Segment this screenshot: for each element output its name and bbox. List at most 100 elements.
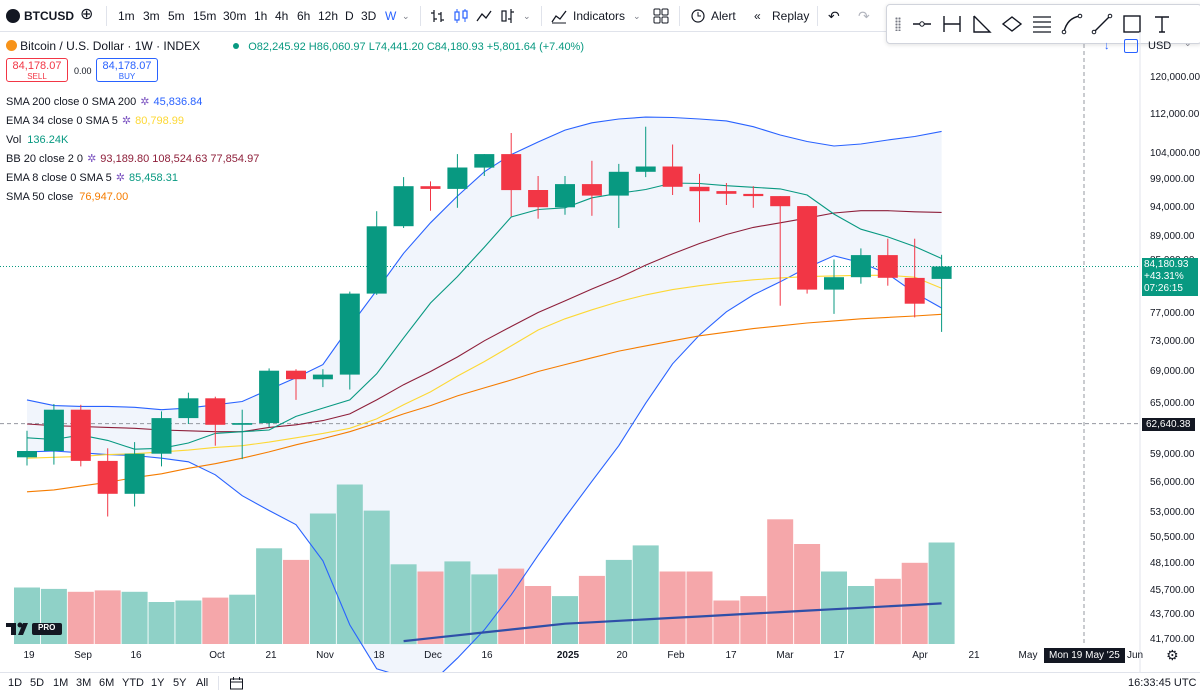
curve-tool-icon[interactable] (1061, 13, 1083, 35)
chart-settings-gear-icon[interactable]: ⚙ (1166, 647, 1179, 663)
replay-icon[interactable]: « (754, 9, 761, 23)
candle-body (662, 166, 683, 187)
indicator-value: 93,189.80 108,524.63 77,854.97 (100, 153, 260, 165)
indicator-legend-row[interactable]: EMA 8 close 0 SMA 5 ✲ 85,458.31 (6, 170, 178, 186)
add-symbol-icon[interactable]: ⊕ (80, 6, 94, 23)
drag-handle-icon[interactable] (895, 17, 901, 31)
time-tick-label: Dec (424, 650, 442, 661)
price-tick-label: 94,000.00 (1150, 202, 1195, 213)
bar-chart-icon[interactable] (430, 8, 446, 28)
interval-1h[interactable]: 1h (254, 9, 268, 23)
interval-1m[interactable]: 1m (118, 9, 135, 23)
indicators-icon[interactable] (551, 8, 567, 28)
indicator-source-icon[interactable]: ✲ (115, 172, 125, 184)
interval-12h[interactable]: 12h (318, 9, 339, 23)
candle-body (43, 409, 64, 451)
indicator-source-icon[interactable]: ✲ (87, 153, 97, 165)
volume-bar (229, 594, 256, 644)
interval-4h[interactable]: 4h (275, 9, 289, 23)
auto-scale-icon[interactable] (1124, 39, 1138, 53)
interval-d[interactable]: D (345, 9, 354, 23)
candle-body (904, 277, 925, 304)
bottom-toolbar: 1D 5D 1M 3M 6M YTD 1Y 5Y All 16:33:45 UT… (0, 672, 1200, 694)
time-tick-label: 19 (23, 650, 35, 661)
interval-3m[interactable]: 3m (143, 9, 160, 23)
candle-body (689, 186, 710, 192)
indicator-legend-row[interactable]: BB 20 close 2 0 ✲ 93,189.80 108,524.63 77,… (6, 151, 259, 167)
price-tick-label: 69,000.00 (1150, 366, 1195, 377)
price-tick-label: 89,000.00 (1150, 231, 1195, 242)
redo-icon[interactable]: ↷ (858, 8, 870, 24)
line-chart-icon[interactable] (476, 8, 492, 28)
angle-tool-icon[interactable] (971, 13, 993, 35)
horizontal-ray-icon[interactable] (911, 13, 933, 35)
indicator-value: 45,836.84 (153, 96, 203, 108)
fib-retracement-icon[interactable] (1031, 13, 1053, 35)
volume-bar (767, 519, 794, 644)
volume-bar (94, 590, 121, 644)
buy-price: 84,178.07 (102, 60, 152, 72)
volume-bar (605, 559, 632, 644)
range-3m[interactable]: 3M (76, 677, 92, 689)
currency-dropdown-icon[interactable]: ⌄ (1184, 38, 1192, 48)
range-1y[interactable]: 1Y (151, 677, 165, 689)
interval-5m[interactable]: 5m (168, 9, 185, 23)
range-1m[interactable]: 1M (53, 677, 69, 689)
range-6m[interactable]: 6M (99, 677, 115, 689)
indicators-dropdown-icon[interactable]: ⌄ (633, 11, 641, 21)
time-tick-label: 21 (265, 650, 277, 661)
interval-30m[interactable]: 30m (223, 9, 247, 23)
candle-body (716, 191, 737, 194)
range-1d[interactable]: 1D (8, 677, 23, 689)
interval-3d[interactable]: 3D (361, 9, 377, 23)
interval-w[interactable]: W (385, 9, 397, 23)
indicator-legend-row[interactable]: Vol 136.24K (6, 132, 68, 148)
volume-bar (498, 568, 525, 644)
range-ytd[interactable]: YTD (122, 677, 144, 689)
layouts-icon[interactable] (653, 8, 669, 28)
indicators-button[interactable]: Indicators (573, 9, 626, 23)
symbol-search[interactable]: BTCUSD (24, 9, 74, 23)
text-tool-icon[interactable] (1151, 13, 1173, 35)
candle-body (339, 293, 360, 375)
rectangle-tool-icon[interactable] (1121, 13, 1143, 35)
indicator-source-icon[interactable]: ✲ (140, 96, 150, 108)
date-range-icon[interactable] (941, 13, 963, 35)
range-5d[interactable]: 5D (30, 677, 45, 689)
time-tick-label: 17 (833, 650, 845, 661)
interval-6h[interactable]: 6h (297, 9, 311, 23)
trend-line-icon[interactable] (1091, 13, 1113, 35)
volume-bar (202, 597, 229, 644)
scroll-down-icon[interactable]: ↓ (1104, 40, 1110, 52)
go-to-date-icon[interactable] (229, 676, 244, 691)
alert-clock-icon[interactable] (690, 8, 706, 28)
alert-button[interactable]: Alert (711, 9, 736, 23)
indicator-legend-row[interactable]: EMA 34 close 0 SMA 5 ✲ 80,798.99 (6, 113, 184, 129)
utc-clock[interactable]: 16:33:45 UTC (1128, 677, 1197, 689)
ellipse-tool-icon[interactable] (1001, 13, 1023, 35)
sell-button[interactable]: 84,178.07 SELL (6, 58, 68, 82)
candle-chart-icon[interactable] (453, 8, 469, 28)
candle-body (205, 398, 226, 425)
indicator-source-icon[interactable]: ✲ (121, 115, 132, 127)
candle-body (770, 196, 791, 207)
price-tick-label: 53,000.00 (1150, 507, 1195, 518)
replay-button[interactable]: Replay (772, 9, 810, 23)
range-all[interactable]: All (196, 677, 209, 689)
toolbar-divider (218, 676, 219, 690)
chart-type-dropdown-icon[interactable]: ⌄ (523, 11, 531, 21)
currency-selector[interactable]: USD (1148, 40, 1172, 52)
interval-15m[interactable]: 15m (193, 9, 217, 23)
undo-icon[interactable]: ↶ (828, 8, 840, 24)
buy-button[interactable]: 84,178.07 BUY (96, 58, 158, 82)
crosshair-date-label: Mon 19 May '25 (1044, 648, 1125, 663)
compare-chart-icon[interactable] (500, 8, 516, 28)
indicator-legend-row[interactable]: SMA 50 close 76,947.00 (6, 189, 128, 205)
symbol-logo-icon (6, 9, 20, 23)
interval-dropdown-icon[interactable]: ⌄ (402, 11, 410, 21)
candle-body (743, 193, 764, 197)
volume-bar (713, 600, 740, 644)
range-5y[interactable]: 5Y (173, 677, 187, 689)
indicator-legend-row[interactable]: SMA 200 close 0 SMA 200 ✲ 45,836.84 (6, 94, 202, 110)
volume-bar (309, 513, 336, 644)
